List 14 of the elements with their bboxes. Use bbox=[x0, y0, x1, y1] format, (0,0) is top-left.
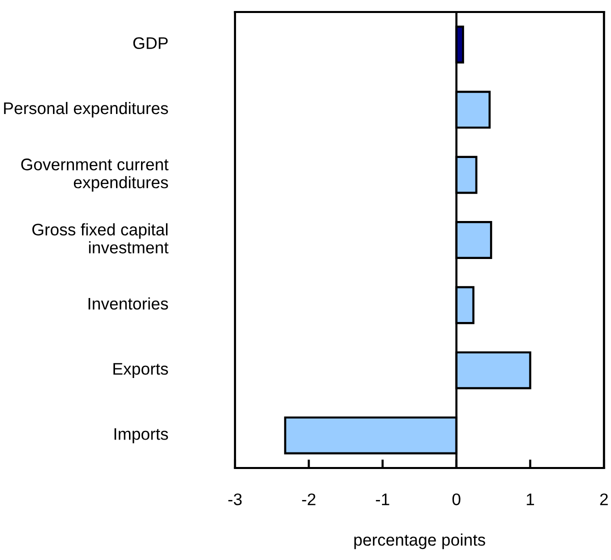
y-tick-label: Imports bbox=[114, 428, 168, 444]
y-tick-label: GDP bbox=[133, 37, 168, 50]
y-tick-label: Personal expenditures bbox=[4, 102, 168, 118]
y-tick-label: Government current expenditures bbox=[21, 158, 168, 192]
x-axis-title: percentage points bbox=[354, 534, 486, 550]
x-tick-label: 2 bbox=[600, 493, 608, 506]
x-tick-label: -3 bbox=[228, 493, 242, 506]
x-tick-label: -1 bbox=[376, 494, 390, 506]
x-tick-label: 1 bbox=[526, 494, 534, 506]
y-tick-label: Inventories bbox=[88, 297, 168, 310]
x-tick-label: 0 bbox=[452, 493, 460, 506]
x-tick-label: -2 bbox=[302, 493, 316, 506]
y-tick-label: Gross fixed capital investment bbox=[32, 223, 168, 254]
y-tick-label: Exports bbox=[113, 363, 168, 378]
